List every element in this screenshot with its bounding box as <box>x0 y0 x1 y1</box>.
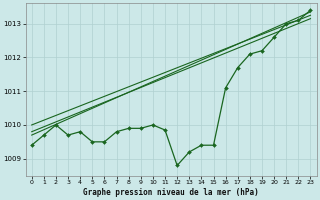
X-axis label: Graphe pression niveau de la mer (hPa): Graphe pression niveau de la mer (hPa) <box>83 188 259 197</box>
